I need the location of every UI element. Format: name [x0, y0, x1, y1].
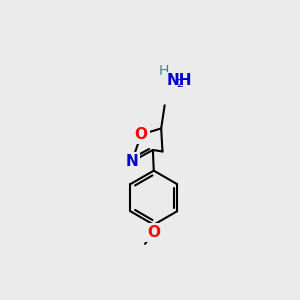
Text: 2: 2 [176, 79, 183, 89]
Text: N: N [126, 154, 138, 169]
Text: O: O [147, 225, 160, 240]
Text: O: O [135, 127, 148, 142]
Text: H: H [158, 64, 169, 78]
Text: NH: NH [167, 73, 192, 88]
